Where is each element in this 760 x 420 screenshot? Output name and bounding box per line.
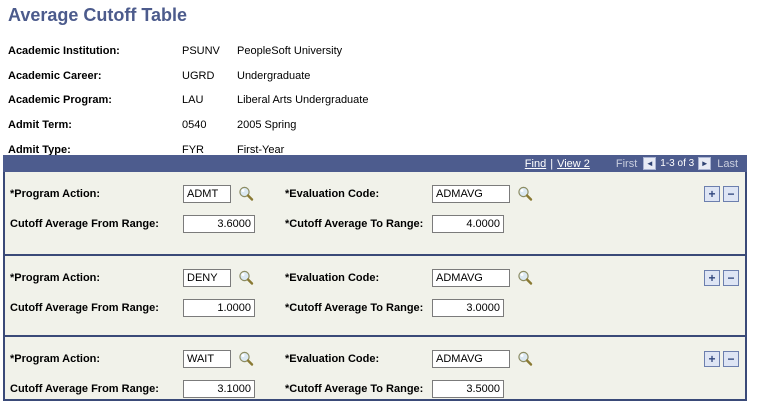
minus-icon: − bbox=[727, 352, 735, 366]
add-row-button[interactable]: + bbox=[704, 351, 720, 367]
delete-row-button[interactable]: − bbox=[723, 351, 739, 367]
field-description: First-Year bbox=[237, 143, 285, 156]
header-row-institution: Academic Institution: PSUNV PeopleSoft U… bbox=[8, 39, 628, 64]
grid-navigation-bar: Find | View 2 First ◄ 1-3 of 3 ► Last bbox=[3, 155, 747, 172]
view-2-link[interactable]: View 2 bbox=[557, 157, 590, 170]
cutoff-from-input[interactable] bbox=[183, 215, 255, 233]
cutoff-from-label: Cutoff Average From Range: bbox=[10, 302, 159, 314]
field-label: Admit Term: bbox=[8, 119, 72, 132]
previous-row-button[interactable]: ◄ bbox=[643, 157, 657, 170]
field-code: LAU bbox=[182, 94, 204, 107]
lookup-icon[interactable] bbox=[238, 186, 254, 202]
lookup-icon[interactable] bbox=[238, 270, 254, 286]
cutoff-to-label: *Cutoff Average To Range: bbox=[285, 302, 424, 314]
add-row-button[interactable]: + bbox=[704, 270, 720, 286]
evaluation-code-input[interactable] bbox=[432, 350, 510, 368]
link-separator: | bbox=[550, 157, 554, 170]
lookup-icon[interactable] bbox=[238, 351, 254, 367]
evaluation-code-label: *Evaluation Code: bbox=[285, 188, 380, 200]
find-link[interactable]: Find bbox=[524, 157, 547, 170]
row-range-label: 1-3 of 3 bbox=[660, 158, 695, 169]
minus-icon: − bbox=[727, 271, 735, 285]
program-action-input[interactable] bbox=[183, 185, 231, 203]
cutoff-to-input[interactable] bbox=[432, 215, 504, 233]
minus-icon: − bbox=[727, 187, 735, 201]
field-code: FYR bbox=[182, 143, 204, 156]
program-action-label: *Program Action: bbox=[10, 188, 101, 200]
evaluation-code-label: *Evaluation Code: bbox=[285, 272, 380, 284]
left-arrow-icon: ◄ bbox=[645, 158, 654, 168]
cutoff-from-label: Cutoff Average From Range: bbox=[10, 383, 159, 395]
last-label[interactable]: Last bbox=[717, 157, 738, 170]
program-action-input[interactable] bbox=[183, 350, 231, 368]
field-description: PeopleSoft University bbox=[237, 45, 343, 58]
field-description: 2005 Spring bbox=[237, 119, 297, 132]
field-label: Academic Program: bbox=[8, 94, 112, 107]
next-row-button[interactable]: ► bbox=[698, 157, 712, 170]
header-row-career: Academic Career: UGRD Undergraduate bbox=[8, 64, 628, 89]
field-label: Academic Career: bbox=[8, 69, 102, 82]
grid-body: *Program Action: *Evaluation Code: Cutof… bbox=[3, 172, 747, 401]
field-description: Liberal Arts Undergraduate bbox=[237, 94, 369, 107]
program-action-label: *Program Action: bbox=[10, 272, 101, 284]
right-arrow-icon: ► bbox=[700, 158, 709, 168]
cutoff-from-input[interactable] bbox=[183, 380, 255, 398]
header-row-admit-type: Admit Type: FYR First-Year bbox=[8, 137, 628, 162]
delete-row-button[interactable]: − bbox=[723, 186, 739, 202]
field-label: Admit Type: bbox=[8, 143, 71, 156]
cutoff-to-input[interactable] bbox=[432, 380, 504, 398]
cutoff-from-input[interactable] bbox=[183, 299, 255, 317]
field-code: PSUNV bbox=[182, 45, 220, 58]
cutoff-grid: Find | View 2 First ◄ 1-3 of 3 ► Last *P… bbox=[3, 155, 747, 401]
cutoff-row-group-1: *Program Action: *Evaluation Code: Cutof… bbox=[5, 172, 745, 254]
header-fields: Academic Institution: PSUNV PeopleSoft U… bbox=[8, 39, 628, 162]
field-code: UGRD bbox=[182, 69, 215, 82]
lookup-icon[interactable] bbox=[517, 270, 533, 286]
plus-icon: + bbox=[708, 271, 716, 285]
field-code: 0540 bbox=[182, 119, 207, 132]
cutoff-to-label: *Cutoff Average To Range: bbox=[285, 383, 424, 395]
cutoff-from-label: Cutoff Average From Range: bbox=[10, 218, 159, 230]
program-action-input[interactable] bbox=[183, 269, 231, 287]
cutoff-to-input[interactable] bbox=[432, 299, 504, 317]
program-action-label: *Program Action: bbox=[10, 353, 101, 365]
lookup-icon[interactable] bbox=[517, 186, 533, 202]
plus-icon: + bbox=[708, 352, 716, 366]
plus-icon: + bbox=[708, 187, 716, 201]
evaluation-code-label: *Evaluation Code: bbox=[285, 353, 380, 365]
field-label: Academic Institution: bbox=[8, 45, 120, 58]
header-row-admit-term: Admit Term: 0540 2005 Spring bbox=[8, 113, 628, 138]
cutoff-row-group-3: *Program Action: *Evaluation Code: Cutof… bbox=[5, 335, 745, 399]
delete-row-button[interactable]: − bbox=[723, 270, 739, 286]
cutoff-row-group-2: *Program Action: *Evaluation Code: Cutof… bbox=[5, 254, 745, 335]
header-row-program: Academic Program: LAU Liberal Arts Under… bbox=[8, 88, 628, 113]
evaluation-code-input[interactable] bbox=[432, 269, 510, 287]
evaluation-code-input[interactable] bbox=[432, 185, 510, 203]
add-row-button[interactable]: + bbox=[704, 186, 720, 202]
field-description: Undergraduate bbox=[237, 69, 311, 82]
lookup-icon[interactable] bbox=[517, 351, 533, 367]
cutoff-to-label: *Cutoff Average To Range: bbox=[285, 218, 424, 230]
first-label[interactable]: First bbox=[615, 157, 638, 170]
page-title: Average Cutoff Table bbox=[8, 5, 188, 25]
